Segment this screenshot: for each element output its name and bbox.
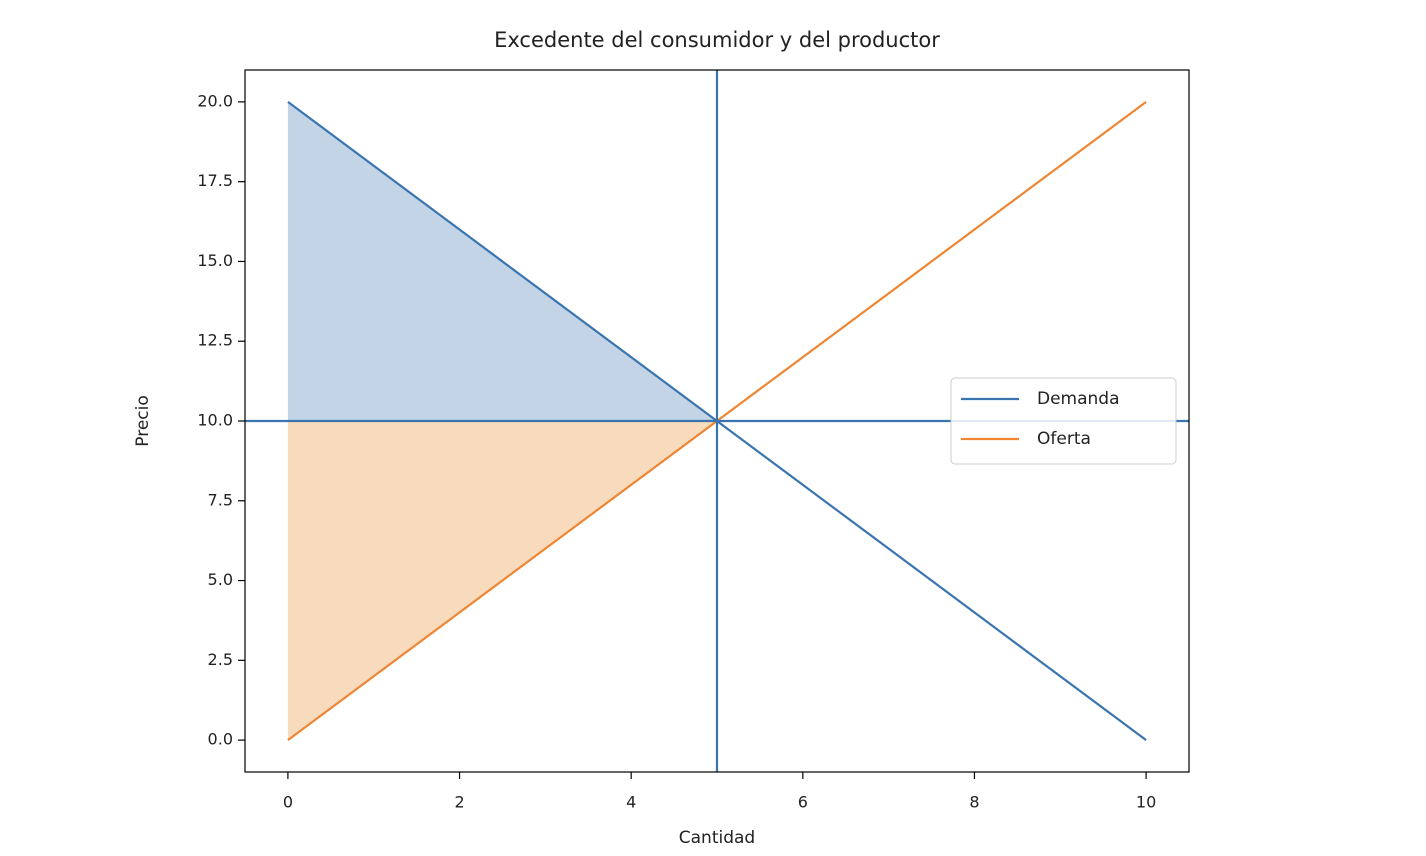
- y-tick-label: 15.0: [197, 251, 233, 270]
- x-tick-label: 0: [283, 793, 293, 812]
- chart-title: Excedente del consumidor y del productor: [494, 28, 940, 52]
- legend-label: Demanda: [1037, 389, 1120, 409]
- x-tick-label: 4: [626, 793, 636, 812]
- y-tick-label: 10.0: [197, 411, 233, 430]
- y-tick-label: 2.5: [208, 650, 233, 669]
- x-tick-label: 8: [969, 793, 979, 812]
- y-tick-label: 0.0: [208, 730, 233, 749]
- legend: Demanda Oferta: [950, 377, 1177, 465]
- y-tick-label: 7.5: [208, 490, 233, 509]
- legend-label: Oferta: [1037, 429, 1091, 449]
- y-tick-label: 17.5: [197, 171, 233, 190]
- y-tick-label: 12.5: [197, 331, 233, 350]
- y-tick-label: 5.0: [208, 570, 233, 589]
- x-tick-label: 2: [454, 793, 464, 812]
- y-axis-label: Precio: [133, 395, 153, 447]
- y-tick-label: 20.0: [197, 91, 233, 110]
- x-axis-label: Cantidad: [679, 828, 755, 848]
- x-tick-label: 10: [1136, 793, 1156, 812]
- x-tick-label: 6: [798, 793, 808, 812]
